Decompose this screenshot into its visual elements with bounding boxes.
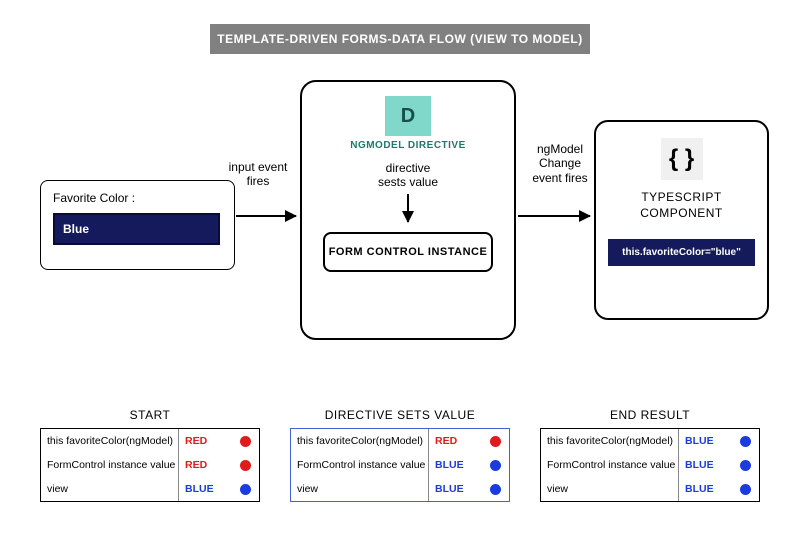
state-start-table: this favoriteColor(ngModel) RED FormCont… [40, 428, 260, 502]
table-row: this favoriteColor(ngModel) RED [41, 429, 259, 453]
table-row: FormControl instance value BLUE [291, 453, 509, 477]
row-value: BLUE [435, 483, 464, 495]
table-row: this favoriteColor(ngModel) BLUE [541, 429, 759, 453]
state-mid: DIRECTIVE SETS VALUE this favoriteColor(… [290, 408, 510, 502]
status-dot [240, 484, 251, 495]
favorite-color-input: Blue [53, 213, 220, 245]
arrow-right-label: ngModelChangeevent fires [520, 142, 600, 185]
directive-subtitle: directivesests value [312, 161, 504, 190]
status-dot [490, 460, 501, 471]
table-row: view BLUE [541, 477, 759, 501]
status-dot [490, 436, 501, 447]
row-label: view [291, 477, 429, 501]
table-row: FormControl instance value BLUE [541, 453, 759, 477]
favorite-color-label: Favorite Color : [53, 191, 222, 205]
view-box: Favorite Color : Blue [40, 180, 235, 270]
row-value: BLUE [435, 459, 464, 471]
row-value: BLUE [685, 435, 714, 447]
status-dot [740, 484, 751, 495]
state-end-table: this favoriteColor(ngModel) BLUE FormCon… [540, 428, 760, 502]
row-label: this favoriteColor(ngModel) [291, 429, 429, 453]
row-value: BLUE [185, 483, 214, 495]
arrow-left-label: input eventfires [218, 160, 298, 189]
status-dot [740, 460, 751, 471]
table-row: FormControl instance value RED [41, 453, 259, 477]
row-label: this favoriteColor(ngModel) [41, 429, 179, 453]
state-start-title: START [40, 408, 260, 422]
typescript-code: this.favoriteColor="blue" [608, 239, 755, 266]
status-dot [740, 436, 751, 447]
state-end: END RESULT this favoriteColor(ngModel) B… [540, 408, 760, 502]
directive-icon: D [385, 96, 431, 136]
form-control-instance-box: FORM CONTROL INSTANCE [323, 232, 493, 272]
row-label: view [541, 477, 679, 501]
table-row: view BLUE [41, 477, 259, 501]
row-label: FormControl instance value [541, 453, 679, 477]
ngmodel-directive-box: D NGMODEL DIRECTIVE directivesests value… [300, 80, 516, 340]
row-value: RED [435, 435, 457, 447]
arrow-view-to-directive [236, 215, 296, 217]
row-value: BLUE [685, 483, 714, 495]
row-label: FormControl instance value [41, 453, 179, 477]
arrow-directive-to-formcontrol [407, 194, 409, 222]
row-label: this favoriteColor(ngModel) [541, 429, 679, 453]
arrow-directive-to-component [518, 215, 590, 217]
typescript-component-label: TYPESCRIPTCOMPONENT [608, 190, 755, 221]
status-dot [240, 460, 251, 471]
state-end-title: END RESULT [540, 408, 760, 422]
state-mid-table: this favoriteColor(ngModel) RED FormCont… [290, 428, 510, 502]
typescript-component-box: { } TYPESCRIPTCOMPONENT this.favoriteCol… [594, 120, 769, 320]
table-row: this favoriteColor(ngModel) RED [291, 429, 509, 453]
state-mid-title: DIRECTIVE SETS VALUE [290, 408, 510, 422]
row-value: RED [185, 459, 207, 471]
braces-icon: { } [661, 138, 703, 180]
row-label: view [41, 477, 179, 501]
status-dot [490, 484, 501, 495]
row-value: RED [185, 435, 207, 447]
row-value: BLUE [685, 459, 714, 471]
status-dot [240, 436, 251, 447]
diagram-title: TEMPLATE-DRIVEN FORMS-DATA FLOW (VIEW TO… [210, 24, 590, 54]
state-start: START this favoriteColor(ngModel) RED Fo… [40, 408, 260, 502]
table-row: view BLUE [291, 477, 509, 501]
row-label: FormControl instance value [291, 453, 429, 477]
ngmodel-heading: NGMODEL DIRECTIVE [312, 140, 504, 151]
